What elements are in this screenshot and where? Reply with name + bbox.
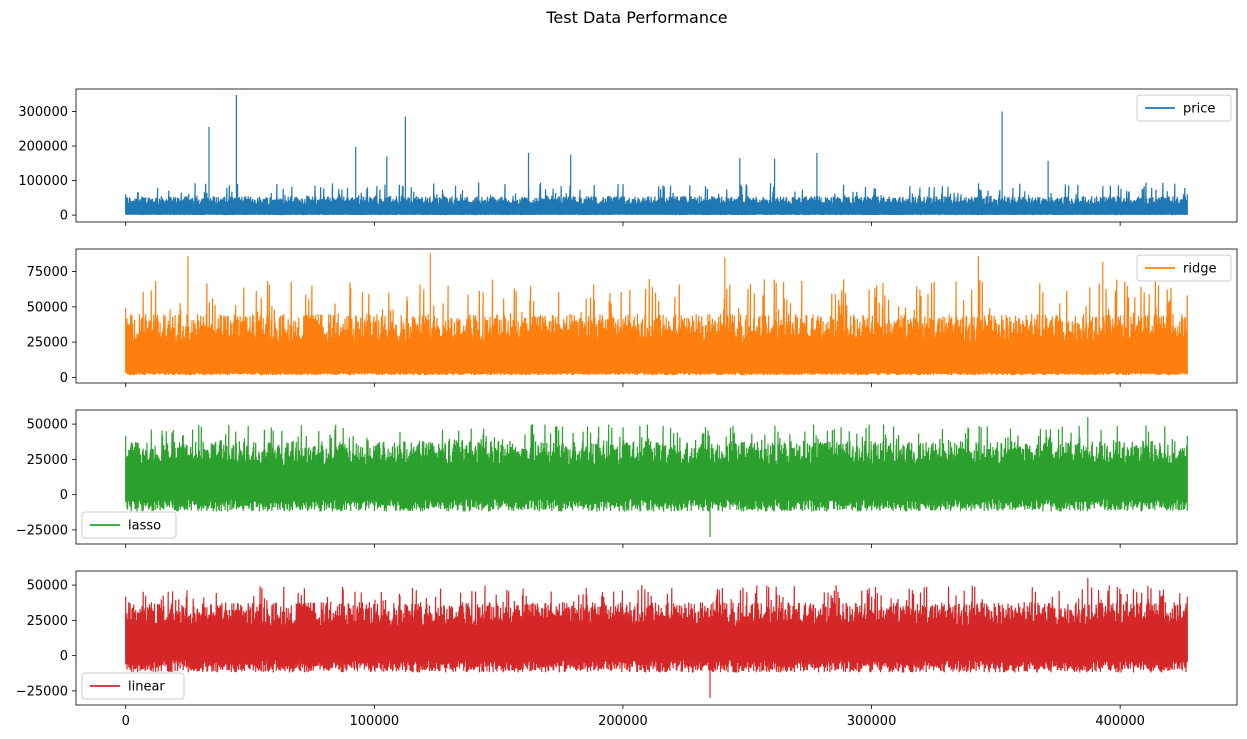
- y-tick-label: 50000: [27, 579, 68, 594]
- x-tick-label: 300000: [847, 714, 897, 729]
- y-tick-label: −25000: [16, 684, 68, 699]
- y-tick-label: 50000: [27, 418, 68, 433]
- subplot-price: 0 100000 200000 300000 price: [18, 88, 1238, 226]
- legend-ridge: ridge: [1136, 254, 1232, 282]
- y-tick-label: 25000: [27, 336, 68, 351]
- axes-frame: [75, 248, 1238, 384]
- y-tick-label: 200000: [18, 140, 68, 155]
- x-tick-label: 0: [122, 714, 130, 729]
- series-line-lasso: [125, 417, 1188, 537]
- subplot-ridge: 0 25000 50000 75000 ridge: [27, 248, 1238, 387]
- x-tick-label: 200000: [598, 714, 648, 729]
- y-tick-label: 25000: [27, 453, 68, 468]
- subplot-lasso: −25000 0 25000 50000 lasso: [16, 409, 1238, 548]
- x-tick-label: 100000: [350, 714, 400, 729]
- legend-lasso: lasso: [81, 511, 177, 539]
- y-tick-label: 50000: [27, 300, 68, 315]
- legend-label: linear: [128, 680, 165, 695]
- legend-label: lasso: [128, 519, 161, 534]
- y-tick-label: 0: [60, 371, 68, 386]
- legend-label: ridge: [1183, 262, 1216, 277]
- legend-box: [81, 511, 177, 539]
- y-tick-label: 0: [60, 209, 68, 224]
- axes-frame: [75, 88, 1238, 223]
- legend-box: [81, 672, 185, 700]
- y-tick-label: 0: [60, 488, 68, 503]
- x-tick-label: 400000: [1095, 714, 1145, 729]
- y-tick-label: 0: [60, 649, 68, 664]
- y-tick-label: 100000: [18, 174, 68, 189]
- subplot-linear: −25000 0 25000 50000 0 100000 200000 300000 4000…: [16, 570, 1238, 729]
- axes-frame: [75, 570, 1238, 706]
- chart-title: Test Data Performance: [546, 8, 728, 27]
- y-tick-label: 300000: [18, 105, 68, 120]
- series-line-ridge: [125, 253, 1188, 376]
- series-line-price: [125, 94, 1188, 216]
- y-tick-label: 75000: [27, 265, 68, 280]
- y-tick-label: −25000: [16, 523, 68, 538]
- legend-linear: linear: [81, 672, 185, 700]
- legend-box: [1136, 94, 1232, 122]
- legend-label: price: [1183, 102, 1215, 117]
- legend-price: price: [1136, 94, 1232, 122]
- axes-frame: [75, 409, 1238, 545]
- series-line-linear: [125, 578, 1188, 698]
- y-tick-label: 25000: [27, 614, 68, 629]
- legend-box: [1136, 254, 1232, 282]
